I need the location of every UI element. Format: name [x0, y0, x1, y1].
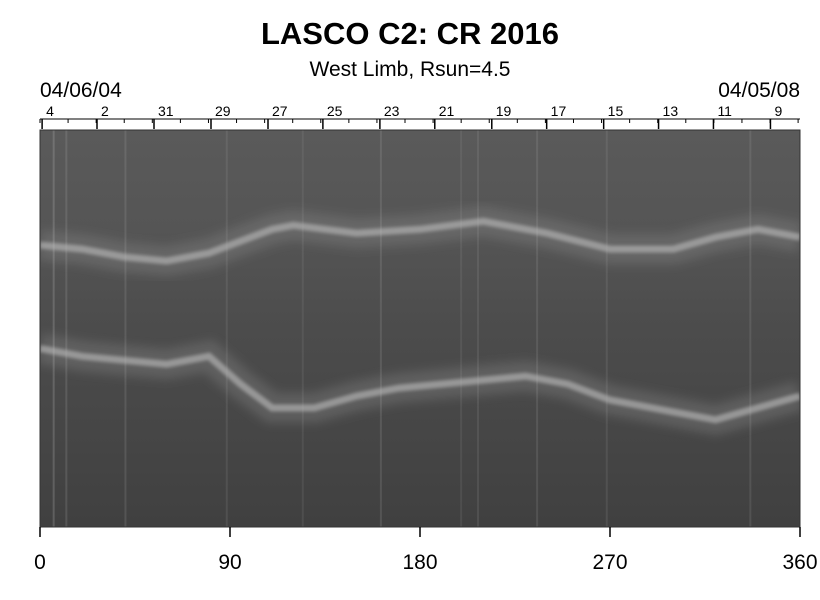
day-tick-label: 13 [663, 103, 679, 119]
vertical-streak [124, 130, 127, 527]
x-tick-label: 90 [218, 551, 241, 574]
day-tick-label: 23 [384, 103, 400, 119]
vertical-streak [749, 130, 752, 527]
streamer-northern-core [40, 217, 800, 265]
day-tick-label: 21 [439, 103, 455, 119]
longitude-axis: 0 90 180 270 360 [34, 527, 818, 574]
vertical-streak [52, 130, 55, 527]
day-tick-label: 17 [551, 103, 567, 119]
day-tick-label: 31 [158, 103, 174, 119]
day-tick-label: 11 [717, 103, 732, 119]
vertical-streak [301, 130, 304, 527]
end-date-label: 04/05/08 [718, 79, 800, 102]
x-tick-label: 180 [402, 551, 437, 574]
vertical-streak [65, 130, 68, 527]
vertical-streak [536, 130, 539, 527]
start-date-label: 04/06/04 [40, 79, 122, 102]
x-tick-label: 360 [782, 551, 817, 574]
day-tick-label: 9 [774, 103, 782, 119]
vertical-streak [460, 130, 463, 527]
day-tick-label: 15 [608, 103, 624, 119]
vertical-streaks [52, 130, 752, 527]
vertical-streak [379, 130, 382, 527]
vertical-streak [225, 130, 228, 527]
vertical-streak [477, 130, 479, 527]
day-tick-label: 2 [101, 103, 109, 119]
vertical-streak [605, 130, 608, 527]
plot-background [40, 130, 800, 527]
day-tick-label: 4 [46, 103, 54, 119]
day-tick-label: 29 [215, 103, 231, 119]
chart-title: LASCO C2: CR 2016 [260, 16, 560, 51]
x-tick-label: 0 [34, 551, 46, 574]
top-date-axis: 4 2 31 29 27 25 23 21 19 17 15 13 11 9 [39, 103, 800, 129]
streamer-layer [40, 206, 800, 436]
streamer-southern-core [40, 344, 800, 424]
x-tick-label: 270 [592, 551, 627, 574]
chart-subtitle: West Limb, Rsun=4.5 [309, 58, 511, 81]
day-tick-label: 27 [272, 103, 288, 119]
day-tick-label: 19 [496, 103, 512, 119]
day-tick-label: 25 [327, 103, 343, 119]
